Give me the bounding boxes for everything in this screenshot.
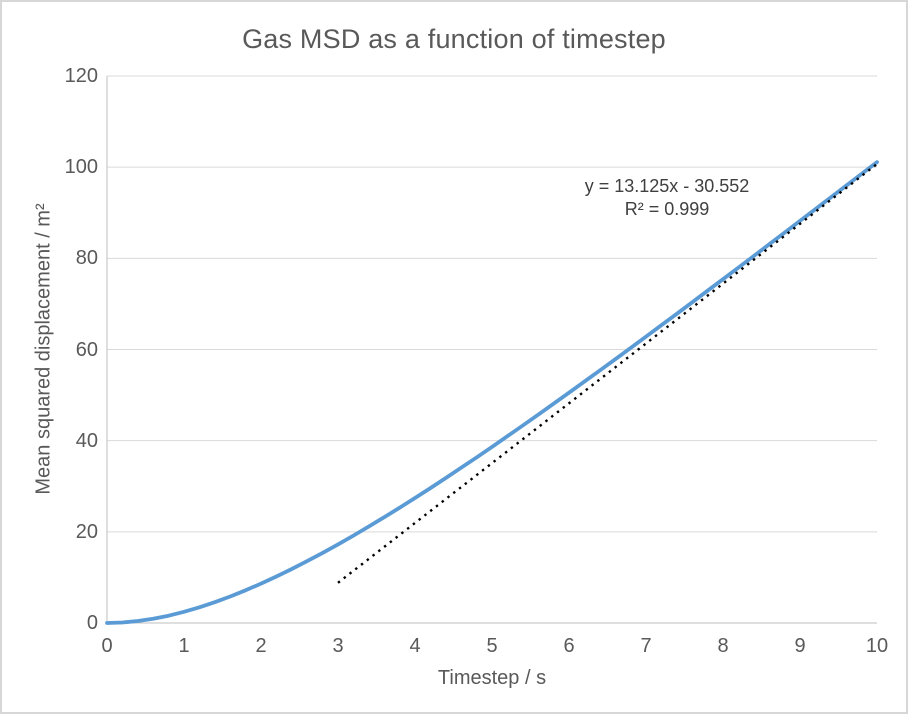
trendline-r-squared: R² = 0.999 — [624, 199, 710, 219]
x-tick-label-9: 9 — [794, 635, 806, 657]
x-tick-label-3: 3 — [332, 635, 344, 657]
x-tick-label-6: 6 — [563, 635, 575, 657]
x-tick-label-7: 7 — [640, 635, 652, 657]
y-axis-title: Mean squared displacement / m² — [32, 203, 55, 495]
x-tick-label-1: 1 — [178, 635, 190, 657]
y-tick-label-20: 20 — [75, 520, 98, 543]
x-tick-label-8: 8 — [717, 635, 729, 657]
x-axis-title: Timestep / s — [437, 667, 547, 689]
x-tick-label-10: 10 — [865, 635, 889, 657]
x-tick-label-5: 5 — [486, 635, 498, 657]
x-tick-label-2: 2 — [255, 635, 267, 657]
y-tick-label-60: 60 — [75, 338, 98, 361]
chart-title: Gas MSD as a function of timestep — [242, 24, 666, 54]
trendline-annotation: y = 13.125x - 30.552 R² = 0.999 — [585, 175, 750, 221]
y-tick-label-0: 0 — [86, 612, 98, 634]
x-tick-label-0: 0 — [101, 635, 113, 657]
y-tick-label-100: 100 — [64, 156, 98, 179]
trendline-equation: y = 13.125x - 30.552 — [584, 176, 750, 196]
msd-curve — [105, 160, 879, 625]
y-tick-label-120: 120 — [64, 65, 98, 87]
trendline-dotted — [337, 163, 878, 584]
y-tick-label-80: 80 — [75, 247, 98, 270]
x-tick-label-4: 4 — [409, 635, 421, 657]
y-tick-label-40: 40 — [75, 429, 98, 452]
